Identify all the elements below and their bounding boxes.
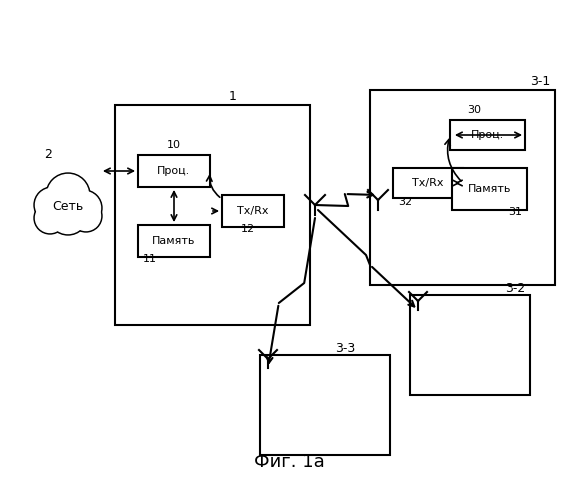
Bar [260,355,390,455]
Text: Проц.: Проц. [471,130,504,140]
Text: 1: 1 [229,90,236,103]
Circle shape [34,202,66,234]
Circle shape [49,196,86,234]
Text: 12: 12 [241,224,255,234]
Text: 10: 10 [167,140,181,150]
Text: 3-3: 3-3 [335,342,355,355]
Circle shape [35,188,68,222]
Text: 31: 31 [508,207,522,217]
Circle shape [66,190,102,226]
Circle shape [70,200,102,232]
Bar [138,155,210,187]
Text: Проц.: Проц. [157,166,190,176]
Bar [370,90,555,285]
Circle shape [48,195,88,235]
Text: Сеть: Сеть [52,200,83,213]
Bar [138,225,210,257]
Bar [450,120,525,150]
Text: Память: Память [468,184,511,194]
Text: 2: 2 [44,148,52,162]
Bar [452,168,527,210]
Text: Tx/Rx: Tx/Rx [237,206,269,216]
Circle shape [68,192,101,224]
Circle shape [46,173,90,217]
Text: Tx/Rx: Tx/Rx [412,178,444,188]
Circle shape [35,204,64,233]
Text: 3-1: 3-1 [530,75,550,88]
Circle shape [47,174,89,216]
Text: 11: 11 [143,254,157,264]
Circle shape [71,202,101,230]
Text: Память: Память [152,236,196,246]
Circle shape [34,187,70,223]
Text: Фиг. 1а: Фиг. 1а [254,453,324,471]
Bar [410,295,530,395]
Text: 30: 30 [467,105,482,115]
Bar [115,105,310,325]
Text: 3-2: 3-2 [505,282,525,295]
Bar [222,195,284,227]
Bar [393,168,463,198]
Text: 32: 32 [398,197,412,207]
